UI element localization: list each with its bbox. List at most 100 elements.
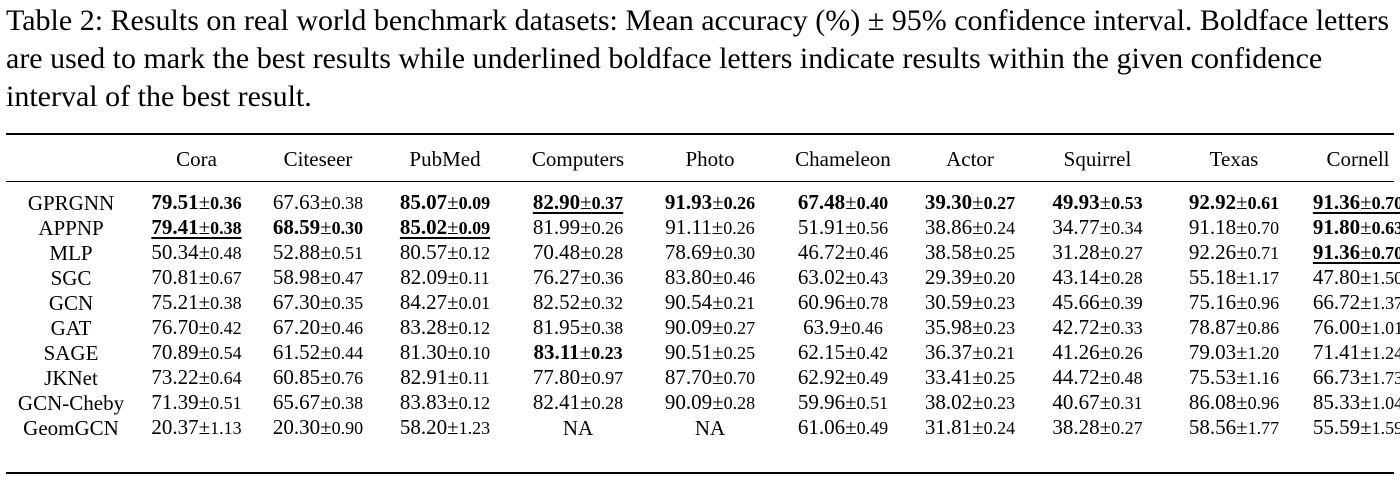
result-cell: 82.90±0.37	[511, 182, 645, 215]
mean-accuracy: 40.67	[1052, 390, 1100, 414]
result-value: 41.26±0.26	[1052, 340, 1142, 365]
result-value: 90.09±0.28	[665, 390, 755, 415]
column-header: Cora	[176, 146, 217, 171]
confidence-interval: 0.63	[1371, 218, 1400, 238]
confidence-interval: 0.30	[331, 218, 364, 238]
result-cell: 81.95±0.38	[511, 315, 645, 340]
confidence-interval: 0.61	[1247, 193, 1280, 213]
mean-accuracy: 90.54	[664, 290, 713, 314]
result-cell: 38.86±0.24	[911, 215, 1029, 240]
confidence-interval: 1.13	[210, 418, 242, 438]
result-cell: 83.80±0.46	[645, 265, 775, 290]
result-cell: 71.41±1.24	[1302, 340, 1400, 365]
result-value: 70.89±0.54	[151, 340, 241, 365]
plus-minus-sign: ±	[972, 390, 984, 414]
method-name: MLP	[49, 240, 93, 265]
confidence-interval: 0.20	[983, 268, 1016, 288]
result-value: 67.20±0.46	[273, 315, 363, 340]
result-cell: 73.22±0.64	[136, 365, 257, 390]
result-value: 58.56±1.77	[1189, 415, 1279, 440]
result-value: 59.96±0.51	[798, 390, 888, 415]
result-cell: 85.33±1.04	[1302, 390, 1400, 415]
result-cell: 91.93±0.26	[645, 182, 775, 215]
plus-minus-sign: ±	[845, 290, 857, 314]
plus-minus-sign: ±	[845, 240, 857, 264]
result-cell: 44.72±0.48	[1029, 365, 1166, 390]
plus-minus-sign: ±	[447, 190, 459, 214]
confidence-interval: 0.24	[983, 418, 1016, 438]
mean-accuracy: 50.34	[151, 240, 199, 264]
result-value: 83.83±0.12	[400, 390, 490, 415]
result-cell: 82.52±0.32	[511, 290, 645, 315]
mean-accuracy: 42.72	[1052, 315, 1100, 339]
mean-accuracy: 67.48	[797, 190, 846, 214]
confidence-interval: 0.21	[723, 293, 756, 313]
result-value: 60.85±0.76	[273, 365, 363, 390]
result-value: 70.48±0.28	[533, 240, 623, 265]
mean-accuracy: 81.95	[532, 315, 581, 339]
mean-accuracy: 38.58	[924, 240, 973, 264]
method-name: GAT	[50, 315, 92, 340]
table-row: JKNet 73.22±0.64 60.85±0.76 82.91±0.11 77.80…	[6, 365, 1400, 390]
mean-accuracy: 82.91	[400, 365, 448, 389]
result-cell: 35.98±0.23	[911, 315, 1029, 340]
result-value: 91.18±0.70	[1189, 215, 1279, 240]
method-name: SAGE	[43, 340, 99, 365]
plus-minus-sign: ±	[1099, 190, 1112, 214]
result-cell: 90.09±0.28	[645, 390, 775, 415]
result-value: 42.72±0.33	[1052, 315, 1142, 340]
plus-minus-sign: ±	[712, 290, 724, 314]
result-cell: 76.70±0.42	[136, 315, 257, 340]
result-cell: 80.57±0.12	[379, 240, 511, 265]
mean-accuracy: 71.41	[1312, 340, 1361, 364]
mean-accuracy: 70.81	[151, 265, 199, 289]
result-value: 79.51±0.36	[151, 190, 241, 215]
confidence-interval: 0.46	[851, 318, 883, 338]
confidence-interval: 0.28	[591, 393, 624, 413]
result-value: 84.27±0.01	[400, 290, 490, 315]
plus-minus-sign: ±	[1236, 190, 1248, 214]
mean-accuracy: 30.59	[924, 290, 973, 314]
result-value: 35.98±0.23	[925, 315, 1015, 340]
column-header: Actor	[946, 146, 994, 171]
mean-accuracy: 87.70	[664, 365, 713, 389]
plus-minus-sign: ±	[1360, 290, 1372, 314]
result-value: 79.03±1.20	[1189, 340, 1279, 365]
mean-accuracy: 85.33	[1312, 390, 1361, 414]
confidence-interval: 0.39	[1111, 293, 1143, 313]
confidence-interval: 0.24	[983, 218, 1016, 238]
plus-minus-sign: ±	[712, 190, 724, 214]
result-value: 51.91±0.56	[798, 215, 888, 240]
result-cell: 31.81±0.24	[911, 415, 1029, 440]
mean-accuracy: 92.26	[1188, 240, 1237, 264]
result-value: 63.9±0.46	[803, 315, 883, 340]
result-value: 91.80±0.63	[1313, 215, 1400, 240]
plus-minus-sign: ±	[447, 265, 459, 289]
plus-minus-sign: ±	[1236, 215, 1248, 239]
plus-minus-sign: ±	[1099, 240, 1112, 264]
result-cell: 92.26±0.71	[1166, 240, 1302, 265]
result-cell: 55.18±1.17	[1166, 265, 1302, 290]
result-value: 31.28±0.27	[1052, 240, 1142, 265]
result-value: 91.36±0.70	[1313, 240, 1400, 265]
mean-accuracy: 78.69	[664, 240, 713, 264]
result-value: 71.41±1.24	[1313, 340, 1400, 365]
mean-accuracy: 81.30	[399, 340, 448, 364]
result-value: 78.87±0.86	[1189, 315, 1279, 340]
result-cell: 43.14±0.28	[1029, 265, 1166, 290]
confidence-interval: 0.28	[1111, 268, 1143, 288]
plus-minus-sign: ±	[198, 390, 211, 414]
result-value: 76.00±1.01	[1313, 315, 1400, 340]
confidence-interval: 0.12	[458, 318, 491, 338]
result-cell: 38.28±0.27	[1029, 415, 1166, 440]
confidence-interval: 0.26	[1111, 343, 1143, 363]
confidence-interval: 0.36	[210, 193, 242, 213]
mean-accuracy: NA	[694, 415, 726, 440]
result-cell: 58.56±1.77	[1166, 415, 1302, 440]
result-value: 75.16±0.96	[1189, 290, 1279, 315]
result-cell: 29.39±0.20	[911, 265, 1029, 290]
result-value: 82.41±0.28	[533, 390, 623, 415]
confidence-interval: 1.16	[1247, 368, 1280, 388]
plus-minus-sign: ±	[1236, 265, 1248, 289]
result-cell: 65.67±0.38	[257, 390, 379, 415]
